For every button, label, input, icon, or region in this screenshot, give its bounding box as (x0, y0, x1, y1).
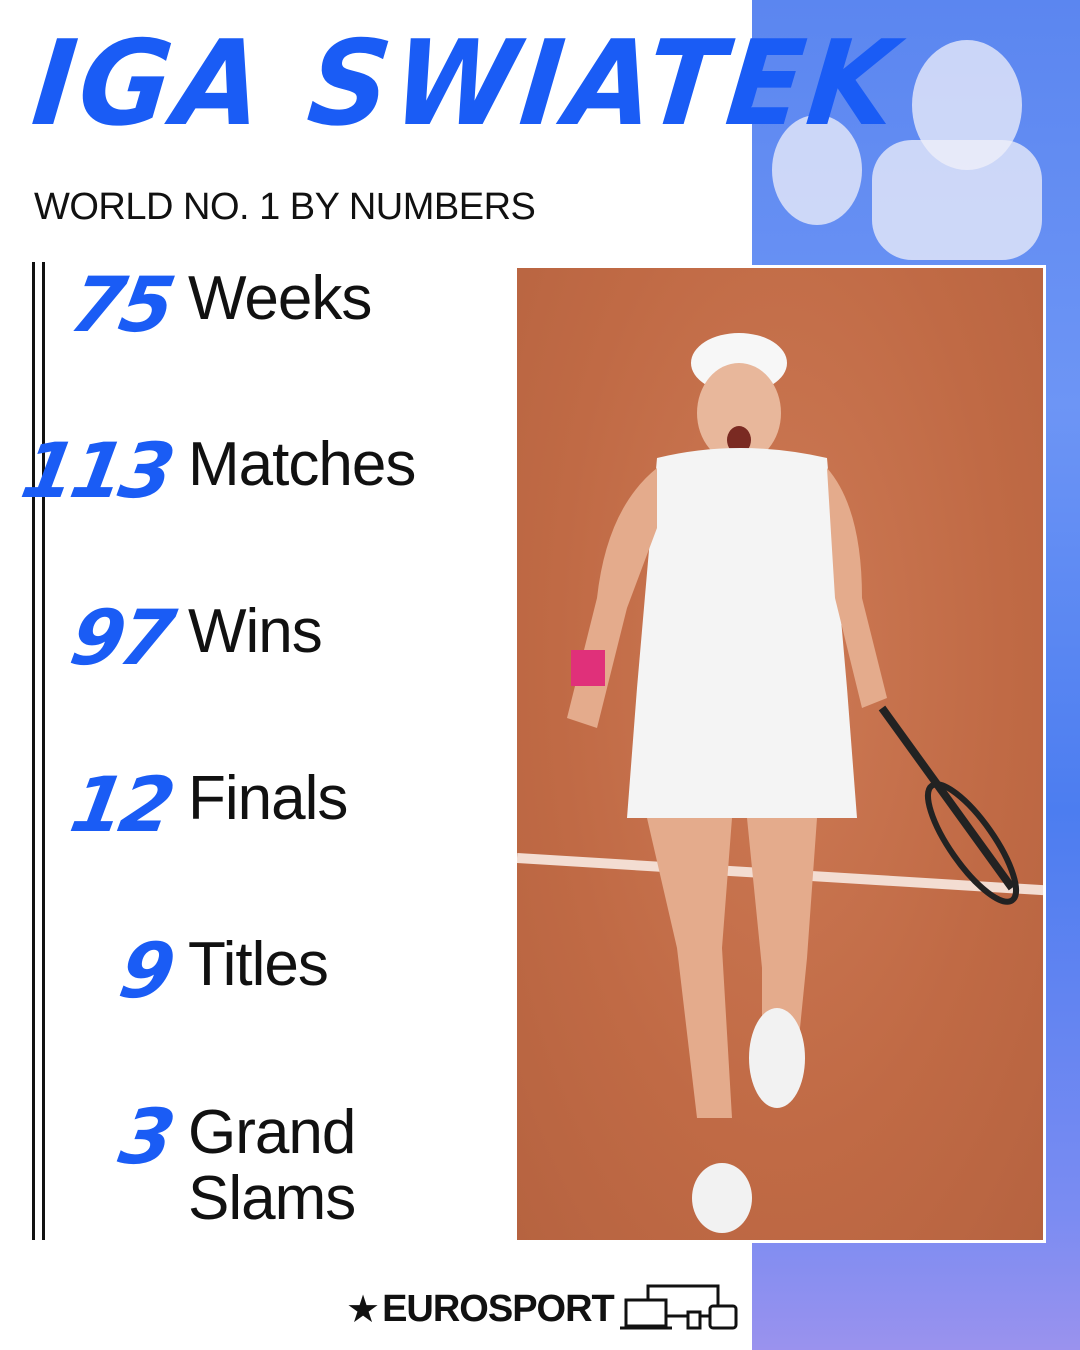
stat-value: 12 (64, 760, 178, 849)
stat-value: 97 (64, 593, 178, 682)
stat-wins: 97 Wins (0, 593, 480, 703)
player-figure (567, 333, 1020, 1233)
stat-value: 75 (64, 260, 178, 349)
page-title: IGA SWIATEK (26, 15, 906, 153)
stat-value: 3 (113, 1092, 178, 1181)
stat-weeks: 75 Weeks (0, 260, 480, 370)
player-photo (514, 265, 1046, 1243)
stat-grand-slams: 3 Grand Slams (0, 1092, 480, 1242)
stat-label: Titles (188, 930, 329, 999)
stat-value: 113 (15, 426, 178, 515)
brand-name: EUROSPORT (382, 1287, 615, 1330)
divider-line (42, 262, 45, 1240)
star-icon: ★ (346, 1288, 381, 1331)
eurosport-logo: ★ EUROSPORT (346, 1284, 744, 1334)
stat-finals: 12 Finals (0, 760, 480, 870)
stat-value: 9 (113, 926, 178, 1015)
stat-label: Wins (188, 597, 323, 666)
stat-label: Grand Slams (188, 1098, 356, 1233)
page-subtitle: WORLD NO. 1 BY NUMBERS (34, 186, 536, 228)
stat-matches: 113 Matches (0, 426, 480, 536)
divider-line (32, 262, 35, 1240)
stat-titles: 9 Titles (0, 926, 480, 1036)
stat-label: Matches (188, 430, 416, 499)
stat-label: Weeks (188, 264, 372, 333)
devices-icon (619, 1284, 738, 1330)
stat-label: Finals (188, 764, 348, 833)
